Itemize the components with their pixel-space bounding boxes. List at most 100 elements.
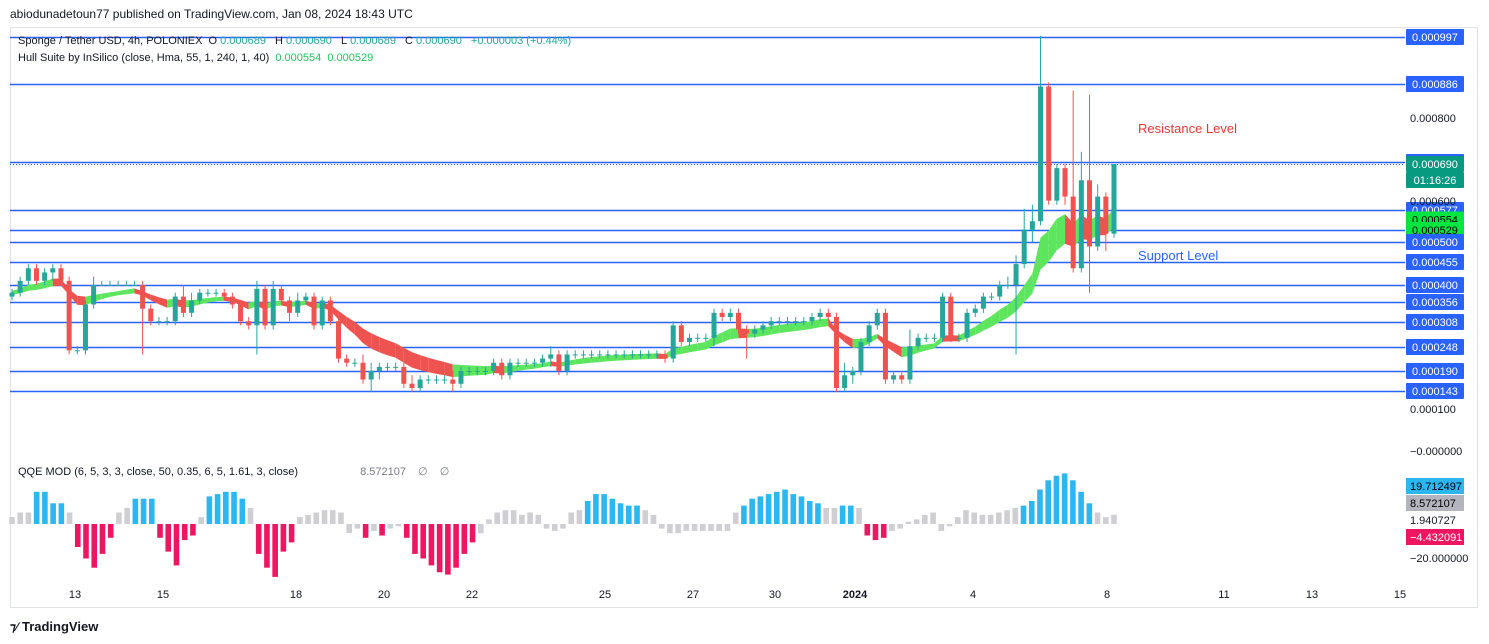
qqe-axis-label-3: −4.432091 — [1410, 532, 1462, 544]
hull-segment — [346, 316, 355, 335]
candle-body — [923, 337, 929, 339]
hull-segment — [844, 334, 853, 348]
candle-body — [613, 354, 619, 356]
price-label-11: 0.000308 — [1412, 317, 1458, 329]
candle-body — [842, 375, 848, 389]
hull-segment — [893, 343, 902, 358]
hull-segment — [428, 357, 437, 374]
candle-body — [254, 288, 260, 326]
candle-body — [17, 280, 23, 293]
candle-body — [42, 272, 48, 281]
hull-segment — [379, 336, 388, 356]
price-label-12-bg — [1406, 339, 1464, 355]
candle-body — [744, 329, 750, 334]
hull-segment — [444, 362, 453, 378]
qqe-bar — [486, 519, 492, 524]
candle-body — [270, 288, 276, 326]
qqe-bar — [25, 512, 32, 524]
candle-body — [760, 325, 766, 330]
qqe-axis-label-0: 19.712497 — [1410, 481, 1462, 493]
candle-body — [156, 321, 162, 323]
qqe-bar — [979, 514, 986, 524]
qqe-bar — [206, 496, 213, 524]
candle-body — [303, 296, 309, 301]
candle-body — [450, 379, 456, 384]
qqe-bar — [99, 524, 106, 554]
candle-body — [368, 371, 374, 380]
hull-segment — [820, 318, 829, 328]
candle-body — [556, 354, 562, 371]
candle-body — [287, 300, 293, 313]
qqe-bar — [420, 524, 426, 559]
qqe-bar — [214, 494, 221, 524]
candle-body — [907, 346, 913, 380]
candle-body — [703, 337, 709, 339]
candle-body — [629, 354, 635, 356]
candle-body — [727, 312, 733, 317]
qqe-bar — [321, 510, 328, 524]
candle-body — [784, 321, 790, 323]
time-tick-5: 25 — [599, 589, 611, 601]
qqe-bar — [354, 524, 361, 529]
candle-body — [752, 329, 758, 334]
candle-body — [817, 312, 823, 317]
qqe-bar — [700, 524, 706, 531]
ohlc-l: L 0.000689 — [340, 35, 396, 47]
candle-body — [1062, 168, 1068, 197]
candle-body — [678, 325, 684, 342]
qqe-bar — [749, 498, 755, 524]
qqe-bar — [453, 524, 459, 568]
qqe-bar — [149, 498, 155, 524]
qqe-bar — [272, 524, 278, 577]
candle-body — [915, 337, 921, 347]
candle-body — [401, 366, 407, 384]
candle-body — [1029, 221, 1035, 230]
qqe-bar — [593, 494, 599, 524]
hull-segment — [975, 320, 984, 335]
qqe-bar — [412, 524, 418, 554]
candle-body — [548, 354, 554, 359]
qqe-axis-bg-0 — [1406, 478, 1464, 494]
candle-body — [768, 321, 774, 326]
qqe-bar — [469, 524, 476, 543]
candle-body — [1038, 86, 1044, 222]
candle-body — [809, 317, 815, 322]
qqe-bar — [173, 524, 180, 566]
candle-body — [433, 379, 439, 381]
candle-body — [33, 268, 39, 281]
countdown-label-bg — [1406, 172, 1464, 189]
qqe-bar — [774, 491, 780, 524]
candle-body — [589, 354, 595, 356]
time-tick-12: 13 — [1306, 589, 1318, 601]
candle-body — [997, 285, 1003, 297]
candle-body — [531, 362, 537, 364]
candle-body — [523, 362, 529, 364]
qqe-bar — [880, 524, 887, 538]
tradingview-footer[interactable]: ⁊⁄ TradingView — [10, 619, 98, 634]
qqe-bar — [609, 498, 616, 524]
qqe-bar — [329, 510, 336, 524]
qqe-bar — [1061, 473, 1068, 524]
qqe-bar — [288, 524, 295, 543]
candle-body — [719, 312, 725, 317]
support-label: Support Level — [1138, 248, 1218, 263]
price-label-7: 0.000500 — [1412, 237, 1458, 249]
qqe-bar — [650, 514, 657, 524]
qqe-bar — [494, 512, 501, 524]
symbol-name: Sponge / Tether USD, 4h, POLONIEX — [18, 35, 203, 47]
candle-body — [131, 285, 137, 286]
hull-segment — [616, 354, 625, 361]
candle-body — [515, 362, 521, 364]
qqe-bar — [461, 524, 468, 554]
candle-body — [1005, 285, 1011, 286]
hull-segment — [1048, 218, 1057, 262]
qqe-bar — [477, 524, 484, 534]
price-label-14-bg — [1406, 383, 1464, 399]
hull-segment — [109, 291, 119, 297]
candle-body — [964, 312, 970, 338]
hull-segment — [126, 288, 135, 295]
qqe-bar — [839, 505, 846, 524]
candle-body — [850, 371, 856, 376]
qqe-bar — [551, 524, 558, 531]
